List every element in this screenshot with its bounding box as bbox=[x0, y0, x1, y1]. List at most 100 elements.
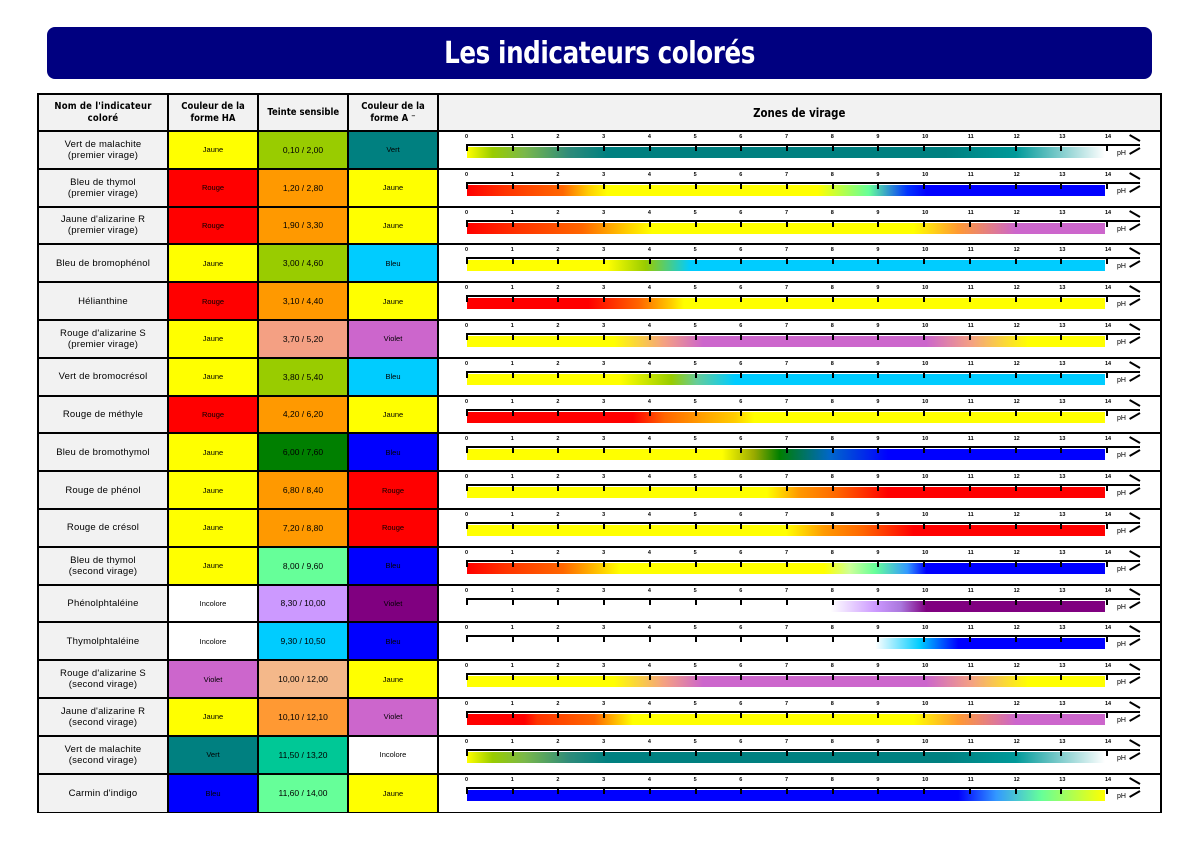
axis-tick-label: 13 bbox=[1059, 436, 1066, 443]
axis-tick bbox=[1060, 522, 1063, 529]
ph-unit-label: pH bbox=[1117, 187, 1126, 195]
axis-tick-label: 4 bbox=[647, 247, 651, 254]
axis-tick bbox=[511, 484, 514, 492]
axis-labels: 0 1 2 3 4 5 6 7 8 9 10 11 12 13 14 bbox=[465, 285, 1111, 293]
axis-tick-label: 0 bbox=[465, 738, 469, 745]
axis-tick bbox=[603, 597, 606, 605]
axis-tick-label: 8 bbox=[830, 209, 834, 216]
color-gradient-bar bbox=[467, 222, 1105, 234]
table-row: Carmin d'indigo Bleu 11,60 / 14,00 Jaune 0 1 2… bbox=[39, 774, 1160, 813]
a-color-cell: Jaune bbox=[349, 169, 439, 206]
axis-tick bbox=[1060, 635, 1063, 643]
axis-labels: 0 1 2 3 4 5 6 7 8 9 10 11 12 13 14 bbox=[465, 323, 1111, 331]
axis-tick-label: 1 bbox=[510, 247, 514, 254]
color-gradient-bar bbox=[467, 147, 1105, 158]
zone-de-virage: 0 1 2 3 4 5 6 7 8 9 10 11 12 13 14 pH bbox=[439, 585, 1160, 622]
axis-tick bbox=[1060, 597, 1063, 605]
axis-tick-label: 11 bbox=[967, 398, 974, 405]
axis-tick bbox=[1106, 295, 1108, 303]
indicator-name: Thymolphtaléine bbox=[39, 623, 169, 660]
teinte-sensible-cell: 8,30 / 10,00 bbox=[259, 585, 349, 622]
axis-tick-label: 8 bbox=[830, 776, 834, 783]
axis-tick-label: 6 bbox=[739, 209, 743, 216]
axis-tick bbox=[648, 748, 651, 756]
a-color-cell: Bleu bbox=[349, 245, 439, 282]
axis-tick bbox=[1106, 748, 1108, 756]
axis-tick-label: 12 bbox=[1013, 512, 1020, 518]
teinte-sensible-cell: 0,10 / 2,00 bbox=[259, 132, 349, 168]
axis-tick-label: 12 bbox=[1013, 776, 1020, 783]
axis-tick bbox=[694, 711, 697, 718]
axis-tick bbox=[603, 711, 606, 718]
axis-labels: 0 1 2 3 4 5 6 7 8 9 10 11 12 13 14 bbox=[465, 663, 1111, 671]
axis-tick-label: 11 bbox=[967, 171, 974, 178]
axis-tick-label: 0 bbox=[465, 587, 469, 594]
axis-tick bbox=[831, 446, 834, 454]
axis-tick-label: 6 bbox=[739, 398, 743, 405]
axis-tick-label: 6 bbox=[739, 474, 743, 481]
axis-tick-label: 3 bbox=[602, 209, 606, 216]
axis-tick bbox=[511, 370, 514, 378]
axis-tick bbox=[648, 559, 651, 567]
axis-tick-label: 13 bbox=[1059, 549, 1066, 556]
axis-tick bbox=[1014, 635, 1017, 643]
axis-tick bbox=[923, 635, 926, 643]
axis-tick bbox=[786, 370, 788, 378]
axis-tick bbox=[1014, 408, 1017, 416]
axis-tick bbox=[968, 522, 971, 529]
axis-tick-label: 10 bbox=[922, 285, 929, 292]
axis-tick bbox=[877, 181, 880, 189]
axis-tick-label: 10 bbox=[922, 436, 929, 443]
axis-tick-label: 8 bbox=[830, 701, 834, 707]
axis-tick-label: 12 bbox=[1013, 625, 1020, 632]
teinte-sensible-cell: 10,00 / 12,00 bbox=[259, 661, 349, 697]
axis-tick bbox=[1014, 333, 1017, 340]
axis-tick-label: 4 bbox=[647, 436, 651, 443]
axis-tick bbox=[557, 484, 560, 492]
indicator-name-line1: Rouge de crésol bbox=[66, 522, 140, 534]
axis-tick-label: 14 bbox=[1105, 285, 1112, 292]
axis-labels: 0 1 2 3 4 5 6 7 8 9 10 11 12 13 14 bbox=[465, 436, 1111, 444]
axis-tick-label: 3 bbox=[602, 738, 606, 745]
axis-tick bbox=[557, 711, 560, 718]
indicator-name-line1: Rouge de phénol bbox=[65, 484, 141, 496]
axis-tick-label: 14 bbox=[1105, 587, 1112, 594]
axis-tick-label: 7 bbox=[785, 549, 789, 556]
teinte-sensible-cell: 8,00 / 9,60 bbox=[259, 547, 349, 584]
axis-tick-label: 4 bbox=[647, 625, 651, 632]
axis-labels: 0 1 2 3 4 5 6 7 8 9 10 11 12 13 14 bbox=[465, 247, 1111, 255]
axis-tick bbox=[923, 408, 926, 416]
teinte-sensible-cell: 9,30 / 10,50 bbox=[259, 623, 349, 660]
axis-tick-label: 0 bbox=[465, 436, 469, 443]
axis-tick-label: 3 bbox=[602, 436, 606, 443]
axis-tick bbox=[786, 333, 788, 340]
axis-tick-label: 5 bbox=[693, 171, 697, 178]
axis-tick bbox=[1014, 673, 1017, 681]
axis-ticks bbox=[466, 711, 1108, 719]
axis-tick-label: 11 bbox=[967, 323, 974, 329]
axis-tick bbox=[740, 295, 743, 303]
axis-tick-label: 7 bbox=[785, 171, 789, 178]
axis-tick bbox=[923, 484, 926, 492]
axis-tick-label: 11 bbox=[967, 474, 974, 481]
axis-tick-label: 14 bbox=[1105, 625, 1112, 632]
axis-tick bbox=[786, 635, 788, 643]
axis-tick bbox=[603, 144, 606, 151]
ph-axis-line bbox=[466, 786, 1140, 789]
axis-tick bbox=[877, 370, 880, 378]
axis-tick-label: 10 bbox=[922, 209, 929, 216]
axis-tick bbox=[557, 446, 560, 454]
axis-tick bbox=[968, 748, 971, 756]
page-title: Les indicateurs colorés bbox=[444, 35, 755, 71]
axis-tick bbox=[786, 748, 788, 756]
axis-tick-label: 14 bbox=[1105, 247, 1112, 254]
indicator-name-line1: Hélianthine bbox=[78, 295, 128, 307]
axis-tick bbox=[831, 522, 834, 529]
axis-tick-label: 4 bbox=[647, 171, 651, 178]
axis-tick-label: 0 bbox=[465, 360, 469, 367]
axis-tick-label: 10 bbox=[922, 549, 929, 556]
axis-tick-label: 2 bbox=[556, 134, 560, 140]
axis-tick bbox=[466, 597, 468, 605]
a-color-cell: Jaune bbox=[349, 661, 439, 697]
a-color-cell: Jaune bbox=[349, 774, 439, 813]
